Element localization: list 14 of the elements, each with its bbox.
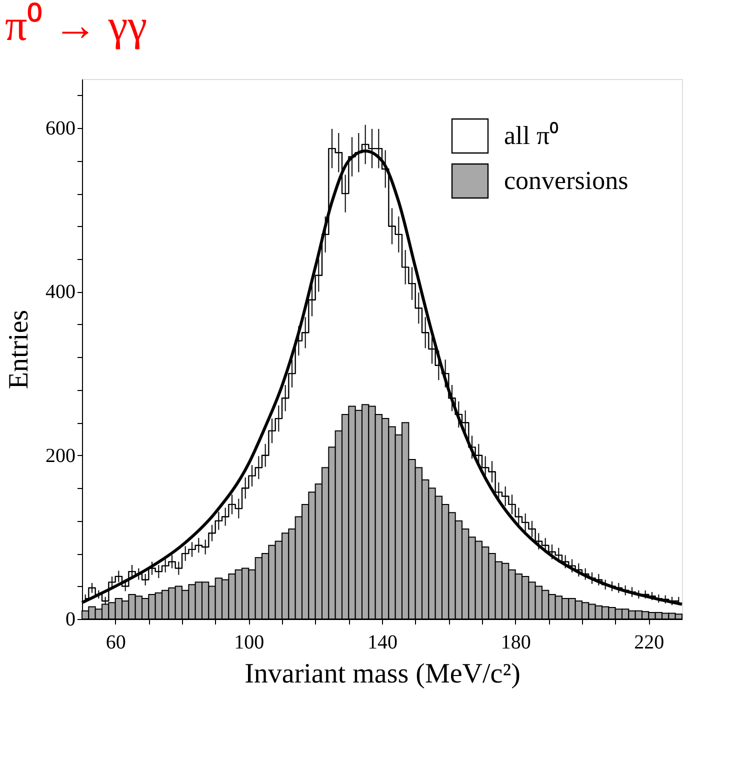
y-tick-label: 600 — [46, 118, 76, 140]
y-tick-label: 0 — [66, 608, 76, 630]
x-tick-label: 60 — [106, 632, 126, 654]
x-tick-label: 180 — [500, 632, 531, 654]
x-tick-label: 100 — [234, 632, 264, 654]
chart-title: π⁰ → γγ — [5, 1, 148, 50]
y-tick-label: 400 — [46, 281, 76, 304]
legend-label: all π⁰ — [504, 121, 559, 150]
legend-label: conversions — [504, 166, 628, 195]
y-tick-label: 200 — [46, 444, 76, 467]
y-axis-title: Entries — [4, 310, 34, 390]
x-axis-title: Invariant mass (MeV/c²) — [244, 658, 520, 690]
x-tick-label: 220 — [634, 632, 664, 654]
x-tick-label: 140 — [368, 632, 398, 654]
